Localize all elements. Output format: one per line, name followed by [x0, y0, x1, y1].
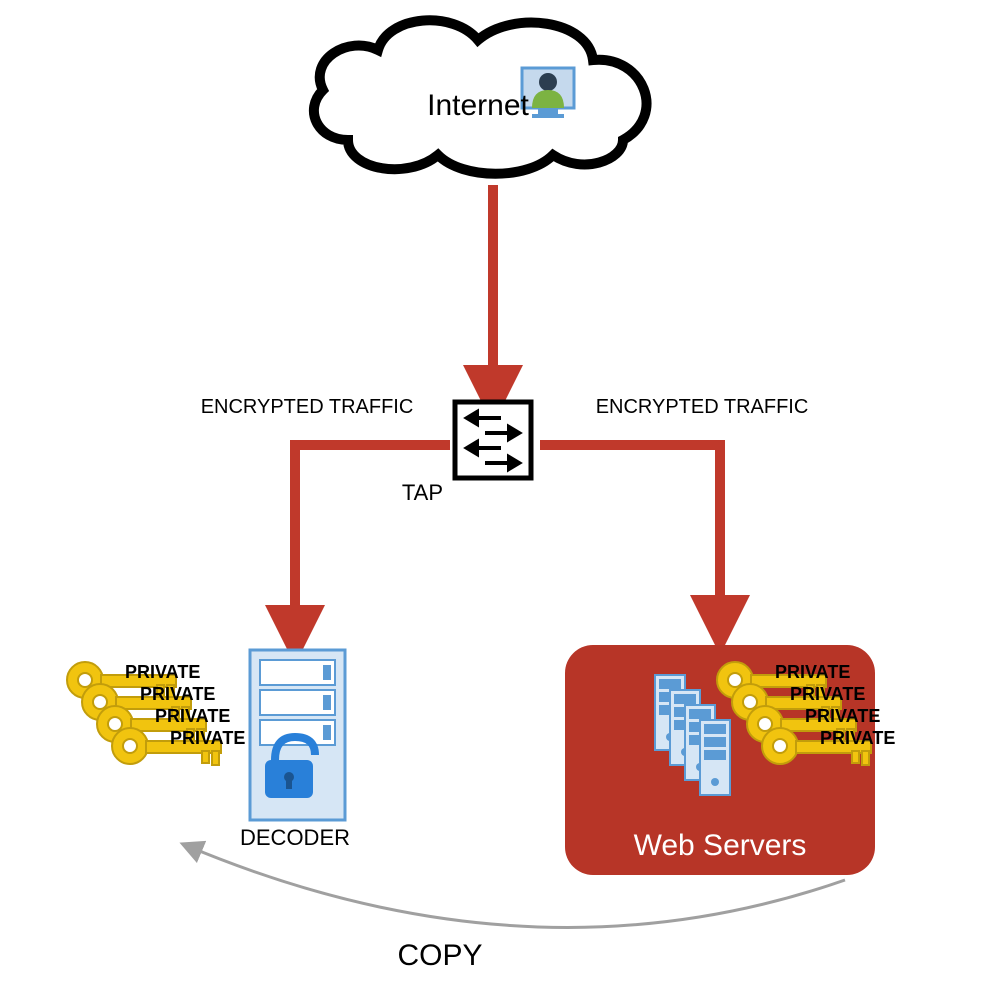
decoder-label: DECODER	[240, 825, 350, 850]
key-label: PRIVATE	[140, 684, 215, 704]
key-label: PRIVATE	[155, 706, 230, 726]
webservers-label: Web Servers	[634, 829, 807, 862]
key-label: PRIVATE	[790, 684, 865, 704]
edge-copy-label: COPY	[397, 939, 482, 972]
key-label: PRIVATE	[170, 728, 245, 748]
internet-label: Internet	[427, 89, 529, 122]
edge-tap-to-webservers	[540, 445, 720, 625]
edge-tap-to-webservers-label: ENCRYPTED TRAFFIC	[596, 396, 809, 418]
key-label: PRIVATE	[125, 662, 200, 682]
tap-node: TAP	[402, 402, 531, 505]
diagram-canvas: ENCRYPTED TRAFFIC ENCRYPTED TRAFFIC COPY…	[0, 0, 986, 999]
key-label: PRIVATE	[820, 728, 895, 748]
edge-tap-to-decoder	[295, 445, 450, 635]
edge-tap-to-decoder-label: ENCRYPTED TRAFFIC	[201, 396, 414, 418]
tap-label: TAP	[402, 480, 443, 505]
decoder-keys: PRIVATE PRIVATE PRIVATE PRIVATE	[67, 662, 245, 765]
decoder-node: DECODER	[240, 650, 350, 850]
key-label: PRIVATE	[775, 662, 850, 682]
key-label: PRIVATE	[805, 706, 880, 726]
internet-cloud: Internet	[314, 20, 647, 173]
